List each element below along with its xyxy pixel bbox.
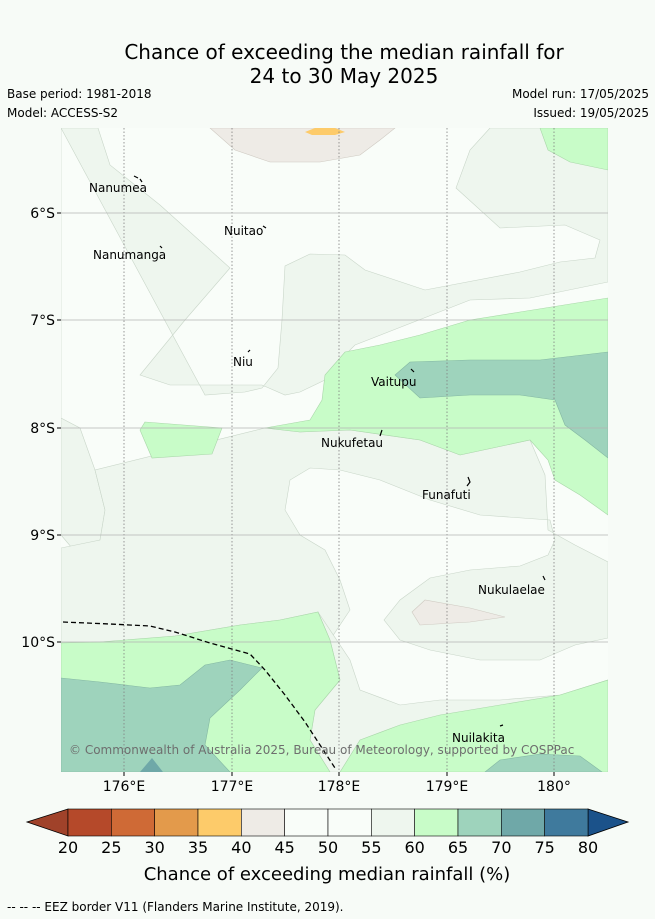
colorbar-tick-label: 60 (404, 838, 424, 857)
place-funafuti: Funafuti (422, 488, 471, 502)
gridlines (61, 128, 608, 772)
contour-65-70-east (394, 351, 608, 459)
issued-date: Issued: 19/05/2025 (533, 106, 649, 120)
eez-legend-note: -- -- -- EEZ border V11 (Flanders Marine… (7, 900, 344, 914)
contour-60-65-ne (539, 128, 608, 171)
colorbar-tick-label: 55 (361, 838, 381, 857)
lon-tick-label: 179°E (426, 779, 469, 795)
place-nuilakita: Nuilakita (452, 731, 505, 745)
colorbar-tick-label: 45 (274, 838, 294, 857)
colorbar-segment (327, 808, 372, 837)
contour-55-60-north (61, 128, 608, 396)
contour-60-65-se (339, 679, 608, 772)
colorbar-tick-label: 30 (144, 838, 164, 857)
contour-70-75-sw (140, 758, 163, 772)
place-nukulaelae: Nukulaelae (478, 583, 545, 597)
islands (133, 175, 546, 727)
colorbar-segment (154, 808, 199, 837)
lat-tick-label: 7°S (30, 313, 55, 329)
colorbar-tick-label: 65 (448, 838, 468, 857)
colorbar-segment (457, 808, 502, 837)
lat-axis: 6°S 7°S 8°S 9°S 10°S (21, 206, 61, 651)
lon-tick-label: 178°E (318, 779, 361, 795)
colorbar-segment (501, 808, 545, 837)
colorbar-segment (371, 808, 415, 837)
contour-60-65-central (264, 297, 608, 516)
lat-tick-label: 6°S (30, 206, 55, 222)
contour-65-70-sw (61, 659, 263, 772)
colorbar-tick-label: 20 (58, 838, 78, 857)
colorbar-segment (544, 808, 589, 837)
colorbar-tick-label: 80 (578, 838, 598, 857)
lon-tick-label: 176°E (103, 779, 146, 795)
colorbar-segment (241, 808, 285, 837)
contour-60-65-west (139, 421, 223, 459)
title-line-2: 24 to 30 May 2025 (249, 64, 439, 88)
colorbar-tick-label: 70 (491, 838, 511, 857)
lat-tick-label: 8°S (30, 421, 55, 437)
place-niu: Niu (233, 355, 253, 369)
place-nukufetau: Nukufetau (321, 436, 383, 450)
colorbar-tick-label: 35 (188, 838, 208, 857)
rainfall-map: Nanumea Nuitao Nanumanga Niu Vaitupu Nuk… (21, 128, 630, 885)
colorbar-segment (284, 808, 329, 837)
colorbar-segment (197, 808, 242, 837)
contour-layer (61, 128, 608, 772)
base-period: Base period: 1981-2018 (7, 87, 152, 101)
place-nanumanga: Nanumanga (93, 248, 166, 262)
colorbar-under-arrow (25, 808, 69, 837)
contour-65-70-se (484, 753, 603, 772)
colorbar-tick-label: 75 (534, 838, 554, 857)
colorbar-segment (111, 808, 155, 837)
contour-40-45-north (209, 128, 396, 163)
model-run: Model run: 17/05/2025 (511, 87, 649, 101)
lon-axis: 176°E 177°E 178°E 179°E 180° (103, 772, 571, 795)
colorbar-tick-label: 50 (318, 838, 338, 857)
colorbar-segment (67, 808, 112, 837)
lat-tick-label: 10°S (21, 635, 55, 651)
lon-tick-label: 177°E (211, 779, 254, 795)
contour-35-40-north (305, 128, 345, 135)
lon-tick-label: 180° (537, 779, 571, 795)
place-nanumea: Nanumea (89, 181, 147, 195)
lat-tick-label: 9°S (30, 528, 55, 544)
colorbar-segment (414, 808, 459, 837)
eez-border (62, 621, 336, 769)
place-vaitupu: Vaitupu (371, 375, 417, 389)
title-line-1: Chance of exceeding the median rainfall … (124, 40, 564, 64)
place-nuitao: Nuitao (224, 224, 263, 238)
chart-title: Chance of exceeding the median rainfall … (0, 40, 655, 88)
copyright-notice: © Commonwealth of Australia 2025, Bureau… (69, 743, 574, 757)
colorbar-title: Chance of exceeding median rainfall (%) (144, 864, 511, 885)
colorbar: 20 25 30 35 40 45 50 55 60 65 70 75 80 Chance of exc… (25, 808, 630, 885)
contour-40-45-south (411, 599, 506, 626)
model-name: Model: ACCESS-S2 (7, 106, 119, 120)
colorbar-tick-label: 40 (231, 838, 251, 857)
colorbar-over-arrow (587, 808, 630, 837)
colorbar-tick-label: 25 (101, 838, 121, 857)
